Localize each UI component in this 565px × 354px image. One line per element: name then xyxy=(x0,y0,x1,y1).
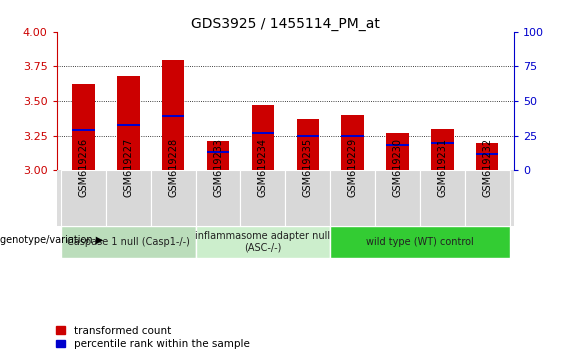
Bar xyxy=(386,133,408,170)
Text: GSM619227: GSM619227 xyxy=(123,138,133,197)
Bar xyxy=(251,132,274,134)
Bar xyxy=(375,170,420,226)
Bar xyxy=(386,144,408,146)
Bar xyxy=(330,170,375,226)
Bar xyxy=(117,76,140,170)
Text: genotype/variation ▶: genotype/variation ▶ xyxy=(0,235,103,245)
Bar xyxy=(476,143,498,170)
Bar xyxy=(476,153,498,155)
Bar xyxy=(330,226,510,258)
Bar xyxy=(61,226,195,258)
Bar xyxy=(162,59,184,170)
Title: GDS3925 / 1455114_PM_at: GDS3925 / 1455114_PM_at xyxy=(191,17,380,31)
Bar xyxy=(106,170,151,226)
Text: GSM619230: GSM619230 xyxy=(393,138,402,197)
Bar xyxy=(465,170,510,226)
Bar xyxy=(207,141,229,170)
Bar xyxy=(117,124,140,126)
Bar xyxy=(285,170,330,226)
Text: Caspase 1 null (Casp1-/-): Caspase 1 null (Casp1-/-) xyxy=(67,237,190,247)
Bar xyxy=(341,135,364,137)
Bar xyxy=(151,170,195,226)
Text: GSM619226: GSM619226 xyxy=(79,138,88,197)
Bar xyxy=(195,226,330,258)
Bar xyxy=(297,135,319,137)
Bar xyxy=(241,170,285,226)
Bar xyxy=(72,85,95,170)
Text: wild type (WT) control: wild type (WT) control xyxy=(366,237,474,247)
Text: GSM619229: GSM619229 xyxy=(347,138,358,197)
Bar xyxy=(297,119,319,170)
Text: inflammasome adapter null
(ASC-/-): inflammasome adapter null (ASC-/-) xyxy=(195,231,331,253)
Bar xyxy=(420,170,465,226)
Bar xyxy=(162,115,184,117)
Bar xyxy=(72,129,95,131)
Text: GSM619231: GSM619231 xyxy=(437,138,447,197)
Text: GSM619233: GSM619233 xyxy=(213,138,223,197)
Bar xyxy=(431,142,454,144)
Bar xyxy=(251,105,274,170)
Bar xyxy=(341,115,364,170)
Text: GSM619228: GSM619228 xyxy=(168,138,178,197)
Bar xyxy=(195,170,241,226)
Legend: transformed count, percentile rank within the sample: transformed count, percentile rank withi… xyxy=(56,326,250,349)
Text: GSM619234: GSM619234 xyxy=(258,138,268,197)
Bar xyxy=(61,170,106,226)
Bar xyxy=(207,152,229,153)
Text: GSM619232: GSM619232 xyxy=(483,138,492,197)
Text: GSM619235: GSM619235 xyxy=(303,138,313,197)
Bar xyxy=(431,129,454,170)
